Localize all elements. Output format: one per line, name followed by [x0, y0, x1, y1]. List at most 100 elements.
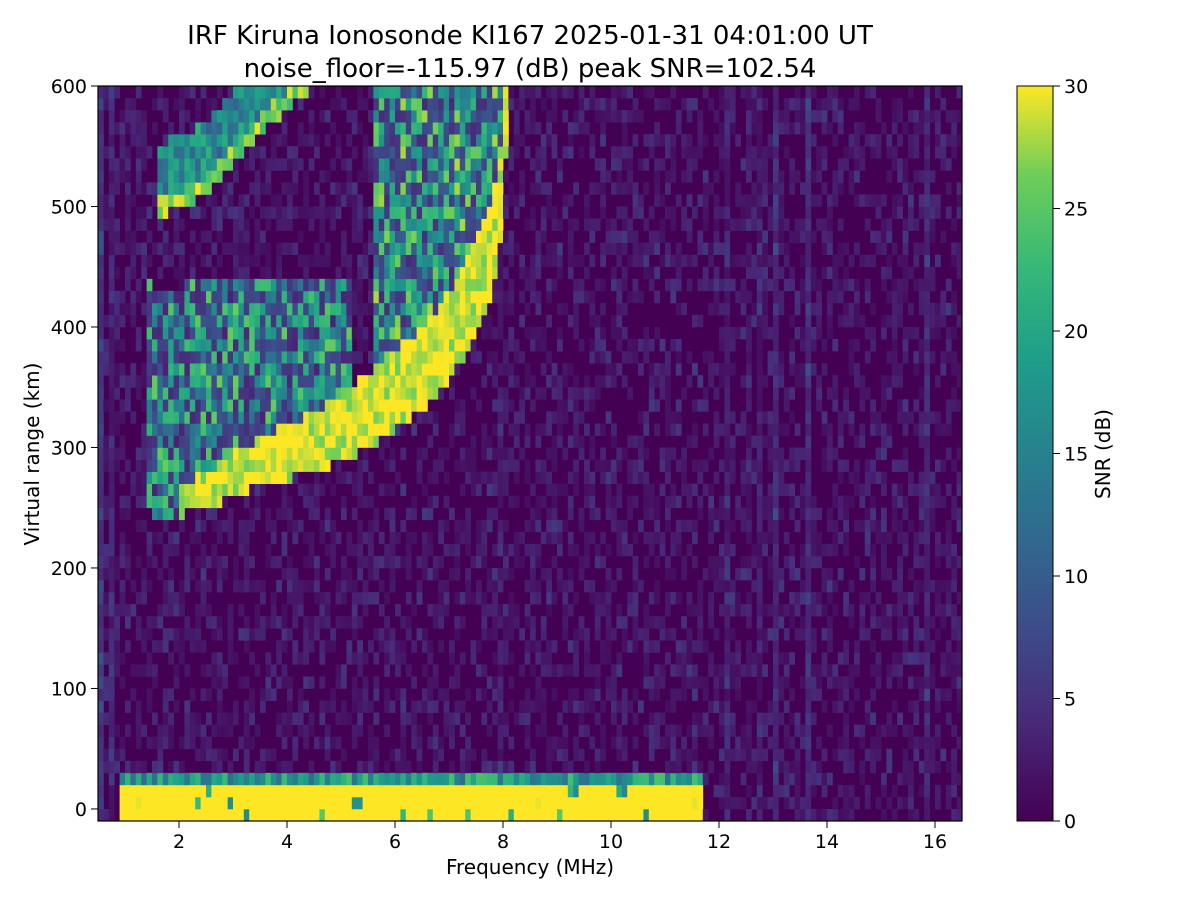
heatmap-cell	[535, 471, 542, 484]
heatmap-cell	[227, 134, 234, 147]
heatmap-cell	[141, 519, 147, 533]
heatmap-cell	[254, 507, 261, 521]
heatmap-cell	[162, 471, 169, 484]
heatmap-cell	[254, 459, 261, 472]
heatmap-cell	[713, 230, 720, 243]
heatmap-cell	[297, 387, 304, 400]
heatmap-cell	[762, 278, 768, 292]
heatmap-cell	[135, 760, 142, 774]
heatmap-cell	[465, 543, 471, 557]
heatmap-cell	[378, 278, 385, 292]
heatmap-cell	[135, 471, 142, 484]
heatmap-cell	[551, 218, 558, 231]
heatmap-cell	[638, 206, 644, 219]
heatmap-cell	[260, 242, 266, 255]
heatmap-cell	[416, 363, 423, 376]
heatmap-cell	[643, 531, 650, 545]
heatmap-cell	[783, 531, 790, 545]
heatmap-cell	[422, 182, 428, 195]
heatmap-cell	[524, 302, 531, 316]
heatmap-cell	[422, 351, 428, 364]
heatmap-cell	[594, 339, 601, 352]
heatmap-cell	[465, 242, 471, 255]
heatmap-cell	[638, 580, 644, 593]
heatmap-cell	[157, 242, 164, 255]
heatmap-cell	[600, 206, 606, 219]
heatmap-cell	[260, 290, 266, 304]
heatmap-cell	[746, 290, 752, 304]
heatmap-cell	[481, 531, 488, 545]
heatmap-cell	[249, 278, 255, 292]
heatmap-cell	[476, 809, 482, 822]
heatmap-cell	[211, 170, 218, 183]
heatmap-cell	[767, 531, 774, 545]
heatmap-cell	[800, 278, 806, 292]
heatmap-cell	[233, 375, 239, 388]
heatmap-cell	[254, 351, 261, 364]
heatmap-cell	[411, 134, 417, 147]
heatmap-cell	[643, 676, 650, 689]
heatmap-cell	[189, 495, 196, 509]
heatmap-cell	[627, 796, 633, 810]
heatmap-cell	[686, 664, 693, 677]
heatmap-cell	[773, 122, 779, 135]
heatmap-cell	[276, 471, 282, 484]
heatmap-cell	[800, 616, 806, 629]
heatmap-cell	[643, 809, 650, 822]
heatmap-cell	[789, 266, 795, 280]
heatmap-cell	[465, 86, 471, 99]
heatmap-cell	[697, 796, 704, 810]
heatmap-cell	[330, 435, 336, 448]
heatmap-cell	[497, 266, 504, 280]
heatmap-cell	[584, 809, 590, 822]
heatmap-cell	[438, 580, 444, 593]
heatmap-cell	[281, 772, 288, 786]
heatmap-cell	[713, 471, 720, 484]
heatmap-cell	[195, 242, 201, 255]
heatmap-cell	[789, 555, 795, 569]
heatmap-cell	[708, 760, 714, 774]
heatmap-cell	[103, 314, 110, 328]
heatmap-cell	[713, 700, 720, 713]
heatmap-cell	[265, 616, 272, 629]
heatmap-cell	[184, 483, 191, 496]
heatmap-cell	[135, 339, 142, 352]
heatmap-cell	[362, 206, 369, 219]
heatmap-cell	[162, 302, 169, 316]
heatmap-cell	[189, 194, 196, 207]
heatmap-cell	[789, 604, 795, 617]
heatmap-cell	[351, 784, 358, 798]
heatmap-cell	[621, 628, 628, 641]
heatmap-cell	[481, 146, 488, 159]
heatmap-cell	[740, 604, 747, 617]
heatmap-cell	[281, 435, 288, 448]
heatmap-cell	[162, 555, 169, 569]
heatmap-cell	[535, 640, 542, 653]
heatmap-cell	[411, 266, 417, 280]
heatmap-cell	[535, 254, 542, 268]
heatmap-cell	[152, 760, 158, 774]
heatmap-cell	[702, 712, 709, 725]
heatmap-cell	[708, 302, 714, 316]
heatmap-cell	[530, 339, 536, 352]
heatmap-cell	[189, 435, 196, 448]
heatmap-cell	[254, 664, 261, 677]
heatmap-cell	[654, 495, 660, 509]
heatmap-cell	[157, 784, 164, 798]
heatmap-cell	[270, 194, 277, 207]
heatmap-cell	[670, 411, 677, 424]
heatmap-cell	[724, 809, 731, 822]
heatmap-cell	[146, 580, 153, 593]
heatmap-cell	[254, 86, 261, 99]
heatmap-cell	[773, 206, 779, 219]
heatmap-cell	[697, 676, 704, 689]
heatmap-cell	[314, 290, 320, 304]
heatmap-cell	[189, 459, 196, 472]
heatmap-cell	[308, 302, 315, 316]
heatmap-cell	[562, 760, 569, 774]
heatmap-cell	[303, 363, 309, 376]
heatmap-cell	[589, 435, 596, 448]
heatmap-cell	[508, 809, 515, 822]
heatmap-cell	[670, 700, 677, 713]
heatmap-cell	[173, 218, 180, 231]
